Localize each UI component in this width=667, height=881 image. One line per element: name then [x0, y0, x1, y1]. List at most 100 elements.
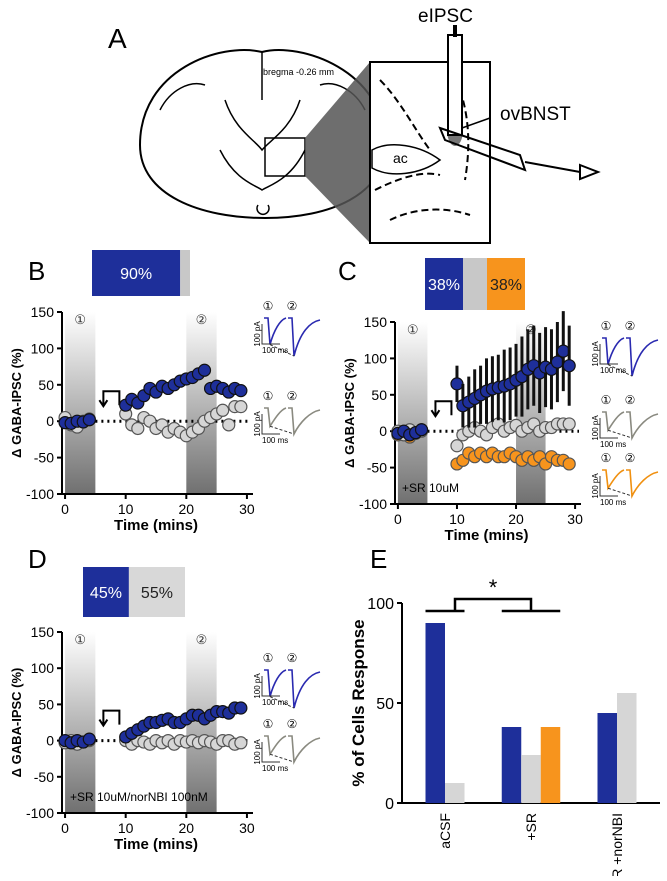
summary-segment — [92, 250, 181, 296]
data-point — [222, 418, 236, 432]
trace — [264, 735, 321, 765]
y-tick-label: 50 — [371, 387, 387, 403]
panel-letter: E — [370, 544, 387, 574]
trace-label: ① — [263, 651, 274, 665]
significance-bracket — [425, 597, 561, 613]
x-tick-label: 20 — [179, 820, 195, 836]
bar — [540, 727, 561, 803]
y-tick-label: -50 — [367, 460, 387, 476]
trace — [602, 411, 659, 441]
bar — [597, 713, 617, 803]
x-tick-label: +SR — [523, 813, 539, 841]
y-tick-label: -100 — [26, 805, 54, 821]
x-tick-label: 0 — [394, 511, 402, 527]
scale-y-label: 100 pA — [591, 415, 600, 441]
scale-x-label: 100 ms — [600, 498, 626, 507]
scale-y-label: 100 pA — [253, 411, 262, 437]
label-pointer — [461, 117, 491, 129]
scale-x-label: 100 ms — [600, 366, 626, 375]
trace-label: ② — [287, 389, 298, 403]
annotation: +SR 10uM/norNBI 100nM — [70, 790, 208, 804]
scale-bar — [261, 324, 280, 345]
window-label: ① — [407, 322, 419, 337]
data-point — [414, 423, 429, 437]
pipette — [438, 126, 601, 181]
trace-label: ① — [263, 717, 274, 731]
data-point — [450, 377, 464, 391]
trace-label: ② — [625, 319, 636, 333]
y-axis-label: Δ GABA-IPSC (%) — [9, 348, 24, 458]
zoom-box — [264, 137, 306, 177]
y-tick-label: 100 — [367, 596, 394, 613]
data-point — [216, 403, 230, 417]
panel-letter: C — [338, 256, 357, 286]
trace-guide — [607, 429, 633, 439]
brain-structures — [159, 52, 366, 215]
data-point — [234, 736, 248, 750]
trace-label: ② — [625, 451, 636, 465]
x-tick-label: 0 — [61, 501, 69, 517]
panel-letter: A — [108, 23, 127, 54]
data-point — [550, 355, 564, 369]
trace — [602, 469, 659, 499]
data-point — [197, 363, 212, 377]
shaded-window — [65, 632, 96, 813]
summary-segment — [463, 258, 487, 310]
scale-bar — [261, 676, 280, 697]
x-axis-label: Time (mins) — [445, 527, 529, 544]
trace-label: ① — [601, 393, 612, 407]
summary-segment — [425, 258, 463, 310]
x-tick-label: +SR +norNBI — [609, 813, 625, 876]
x-tick-label: 30 — [567, 511, 583, 527]
data-point — [234, 701, 248, 715]
data-point — [131, 421, 145, 436]
data-point — [562, 457, 576, 471]
diagram: A eIPSC bregma -0.26 mm ovBNST ac — [108, 6, 601, 244]
data-point — [562, 417, 576, 431]
y-tick-label: -100 — [359, 496, 387, 512]
scale-bar — [599, 418, 618, 439]
window-label: ② — [196, 312, 208, 327]
scale-x-label: 100 ms — [262, 346, 288, 355]
annotation: +SR 10uM — [402, 481, 459, 495]
trace-guide — [269, 696, 295, 709]
data-point — [234, 400, 248, 414]
trace-guide — [607, 364, 633, 377]
data-point — [556, 344, 570, 358]
y-tick-label: 150 — [31, 624, 55, 640]
x-tick-label: 10 — [118, 820, 134, 836]
y-tick-label: -100 — [26, 486, 54, 502]
summary-segment — [83, 567, 129, 617]
x-tick-label: 20 — [179, 501, 195, 517]
trace-label: ① — [263, 299, 274, 313]
bar — [521, 755, 541, 803]
window-label: ② — [196, 632, 208, 647]
y-tick-label: 150 — [364, 314, 388, 330]
x-tick-label: 10 — [449, 511, 465, 527]
scale-bar — [599, 344, 618, 365]
trace-label: ① — [601, 451, 612, 465]
electrode — [447, 34, 463, 136]
label-ovbnst: ovBNST — [500, 104, 571, 125]
summary-label: 38% — [490, 277, 522, 294]
label-ac: ac — [393, 150, 408, 166]
trace-guide — [269, 344, 295, 357]
y-axis-label: Δ GABA-IPSC (%) — [342, 358, 357, 468]
trace-guide — [269, 753, 295, 763]
scale-y-label: 100 pA — [591, 341, 600, 367]
scale-y-label: 100 pA — [253, 673, 262, 699]
label-eipsc: eIPSC — [418, 6, 473, 27]
window-label: ① — [74, 632, 86, 647]
data-point — [82, 732, 96, 746]
y-tick-label: -50 — [34, 450, 54, 466]
y-axis-label: Δ GABA-IPSC (%) — [9, 668, 24, 778]
window-label: ② — [525, 322, 537, 337]
data-point — [234, 384, 248, 398]
data-point — [562, 359, 576, 373]
y-tick-label: 0 — [379, 423, 387, 439]
panel-letter: B — [28, 256, 45, 286]
zoom-cone — [305, 62, 370, 243]
inset-structures — [374, 79, 471, 221]
scale-x-label: 100 ms — [262, 764, 288, 773]
